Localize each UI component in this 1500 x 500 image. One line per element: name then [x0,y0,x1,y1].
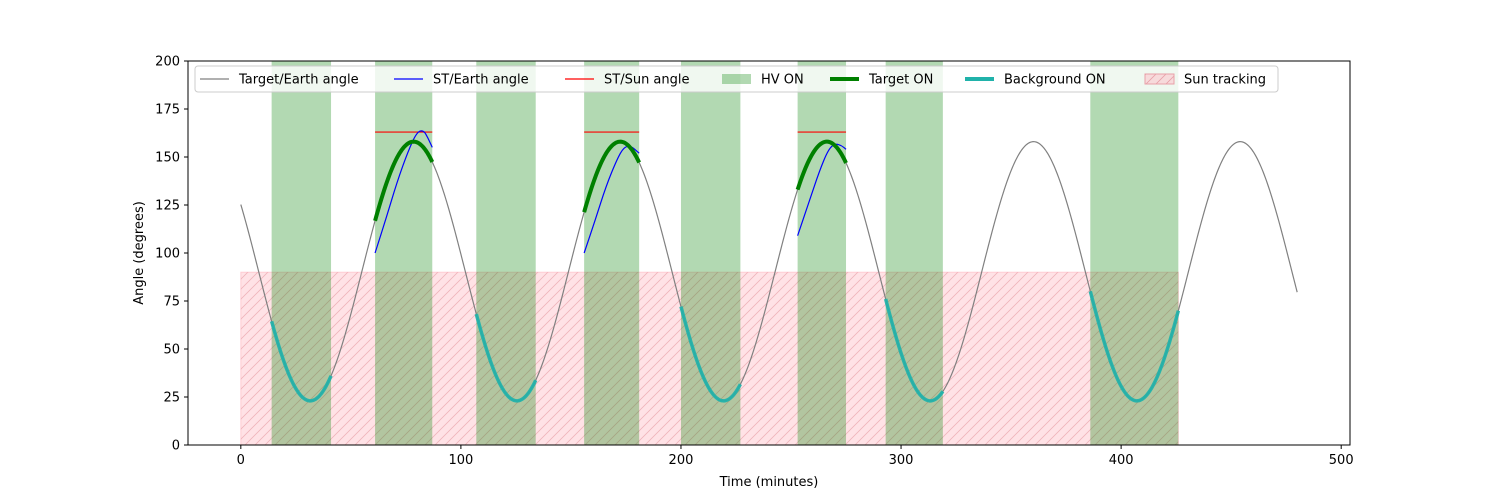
x-axis-label: Time (minutes) [719,475,819,490]
target-on-segment-3 [795,139,848,191]
x-tick-label-0: 0 [237,453,245,468]
legend-label-target_on: Target ON [868,73,933,88]
x-tick-label-400: 400 [1109,453,1134,468]
hv-on-bands [271,61,1179,445]
hv-on-band-8 [1090,61,1179,445]
legend-box [194,65,1279,93]
target-on-segment-1 [373,139,435,222]
st-earth-segment-3 [797,143,847,236]
y-tick-label-75: 75 [163,295,180,310]
legend-label-background_on: Background ON [1004,73,1106,88]
legend: Target/Earth angle ST/Earth angle ST/Sun a… [194,65,1279,93]
sun-tracking-region [240,271,1179,446]
background-on-segment-3 [679,306,742,403]
y-tick-label-100: 100 [155,247,180,262]
x-axis-ticks: 0 100 200 300 400 500 [237,445,1354,468]
background-on-segment-4 [883,298,945,403]
y-tick-label-25: 25 [163,391,180,406]
x-tick-label-500: 500 [1329,453,1354,468]
y-tick-label-50: 50 [163,343,180,358]
hv-on-band-4 [584,61,640,445]
hv-on-band-6 [797,61,847,445]
x-tick-label-100: 100 [448,453,473,468]
background-on-segment-1 [269,320,333,403]
target-on-segment-2 [582,139,641,213]
st-earth-segment-1 [374,130,433,254]
background-on-segment-5 [1088,290,1181,403]
hv-on-band-7 [885,61,943,445]
y-tick-label-125: 125 [155,199,180,214]
legend-symbol-hv_on [722,74,751,84]
y-tick-label-150: 150 [155,151,180,166]
hv-on-band-5 [680,61,741,445]
legend-label-sun_tracking: Sun tracking [1184,73,1266,88]
hv-on-band-3 [476,61,536,445]
legend-label-target_earth: Target/Earth angle [238,73,359,88]
sun-tracking-hatch [240,272,1179,445]
hv-on-band-2 [375,61,433,445]
target-on-series [373,139,848,222]
x-tick-label-300: 300 [889,453,914,468]
y-tick-label-175: 175 [155,103,180,118]
y-tick-label-200: 200 [155,55,180,70]
legend-label-st_earth: ST/Earth angle [433,73,529,88]
y-tick-label-0: 0 [172,439,180,454]
legend-label-st_sun: ST/Sun angle [604,73,690,88]
y-axis-label: Angle (degrees) [132,201,147,305]
background-on-segment-2 [474,313,538,403]
x-tick-label-200: 200 [669,453,694,468]
y-axis-ticks: 0 25 50 75 100 125 150 175 200 [155,55,188,454]
background-on-series [269,290,1181,403]
legend-symbol-sun_tracking-hatch [1145,74,1174,84]
hv-on-band-1 [271,61,332,445]
legend-label-hv_on: HV ON [761,73,804,88]
